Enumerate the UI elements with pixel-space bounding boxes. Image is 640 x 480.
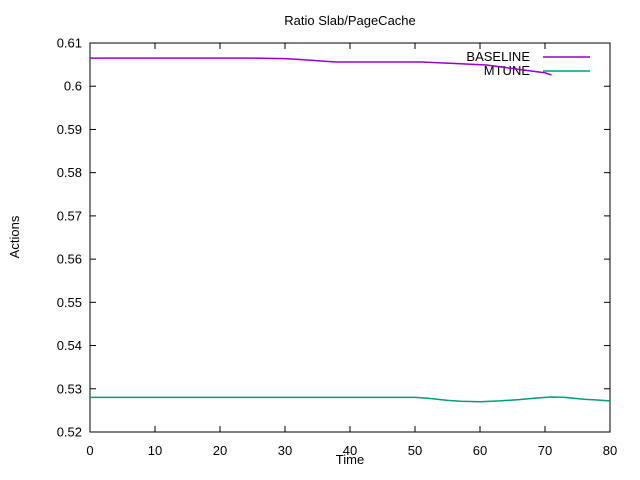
x-tick-label: 60 [473,443,487,458]
y-tick-label: 0.59 [57,122,82,137]
y-tick-label: 0.52 [57,425,82,440]
x-tick-label: 0 [86,443,93,458]
y-tick-label: 0.6 [64,79,82,94]
y-tick-label: 0.61 [57,36,82,51]
legend-label-baseline: BASELINE [466,49,530,64]
x-tick-label: 70 [538,443,552,458]
axes-layer: 0 10 20 30 40 50 60 70 80 0.52 0.53 0.54 0.55 0.56 0.5… [57,36,618,459]
x-tick-label: 30 [278,443,292,458]
plot-border [89,42,611,433]
y-tick-label: 0.55 [57,295,82,310]
y-tick-label: 0.54 [57,338,82,353]
y-tick-label: 0.53 [57,381,82,396]
series-line-mtune [90,396,611,403]
x-tick-label: 20 [213,443,227,458]
legend: BASELINE MTUNE [466,49,590,78]
y-tick-label: 0.56 [57,252,82,267]
y-axis-label: Actions [7,215,22,258]
x-tick-label: 50 [408,443,422,458]
chart-title: Ratio Slab/PageCache [284,13,416,28]
x-tick-label: 40 [343,443,357,458]
y-tick-label: 0.57 [57,208,82,223]
x-tick-label: 80 [603,443,617,458]
x-axis-label: Time [336,452,364,467]
x-tick-label: 10 [148,443,162,458]
series-layer [90,57,611,403]
y-tick-label: 0.58 [57,165,82,180]
series-line-baseline [90,57,552,76]
